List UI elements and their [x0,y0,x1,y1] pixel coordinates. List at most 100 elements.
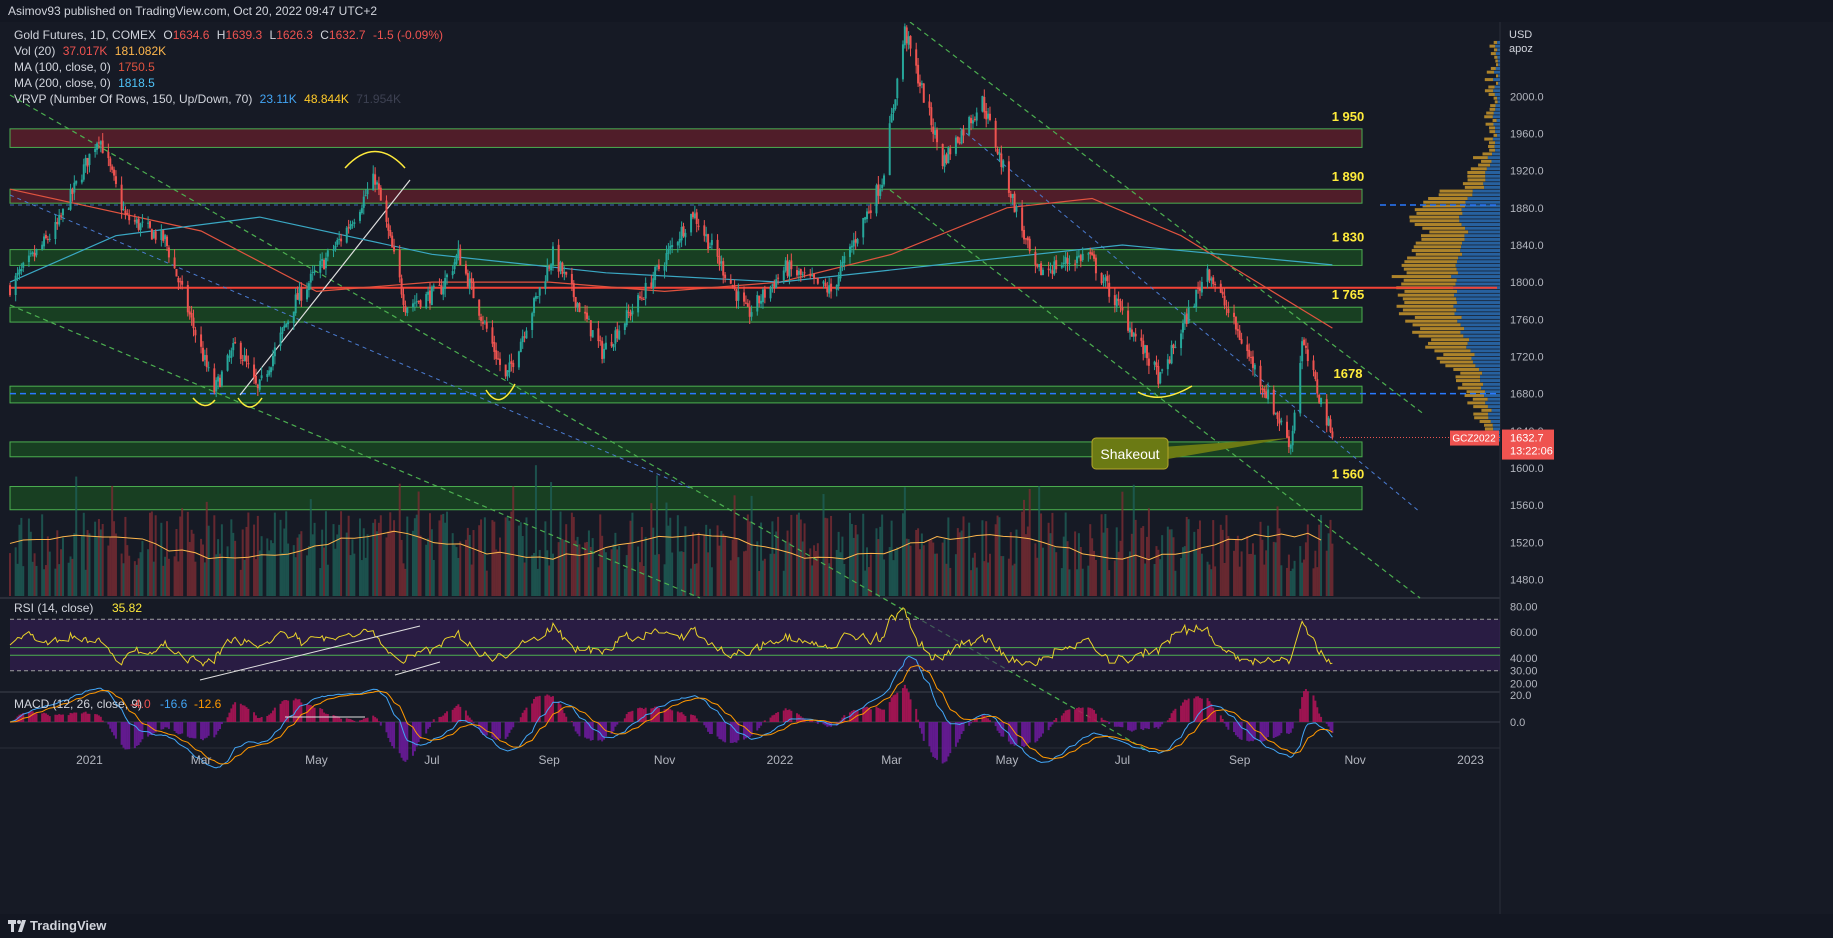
macd-hist-bar [708,722,711,734]
volume-bar [1015,529,1018,596]
volume-bar [1155,546,1158,596]
vp-bar-up [1488,141,1496,145]
macd-hist-bar [1234,722,1237,736]
symbol-tag: GCZ2022 [1452,434,1496,445]
volume-bar [1174,570,1177,596]
volume-bar [917,528,920,596]
volume-bar [576,536,579,596]
macd-hist-bar [114,722,117,739]
volume-bar [707,552,710,596]
volume-bar [998,517,1001,596]
volume-bar [1077,533,1080,596]
macd-hist-bar [411,722,414,756]
macd-hist-bar [61,714,64,722]
candle-body [442,287,445,295]
vp-bar-down [1464,327,1500,331]
candle-body [1227,308,1230,313]
macd-tick-0: 20.0 [1510,690,1531,702]
vp-bar-down [1456,260,1500,264]
candle-body [773,282,776,289]
volume-bar [881,514,884,596]
macd-hist-bar [122,722,125,748]
volume-bar [404,568,407,596]
volume-bar [1119,540,1122,596]
macd-hist-bar [1248,722,1251,742]
macd-hist-bar [402,722,405,761]
macd-hist-bar [139,722,142,743]
volume-bar [669,517,672,596]
macd-hist-bar [362,718,365,722]
vp-bar-down [1465,226,1500,230]
macd-hist-bar [133,722,136,749]
macd-hist-bar [586,722,589,739]
volume-bar [703,534,706,596]
vp-bar-up [1443,353,1475,357]
candle-body [498,358,501,365]
macd-hist-bar [1287,722,1290,734]
macd-hist-bar [869,709,872,722]
volume-bar [909,545,912,596]
macd-hist-bar [824,722,827,726]
volume-bar [1117,551,1120,596]
volume-bar [18,524,21,596]
volume-bar [455,547,458,596]
volume-bar [962,516,965,596]
candle-body [1140,337,1143,341]
candle-body [708,246,711,249]
macd-hist-bar [1040,722,1043,737]
candle-body [830,283,833,292]
volume-bar [1093,550,1096,596]
candle-body [150,229,153,240]
vp-bar-down [1467,197,1500,201]
macd-hist-bar [71,713,74,722]
uptrend-line [239,179,411,396]
candle-body [589,320,592,337]
price-tag-bg [1502,429,1554,460]
volume-bar [548,565,551,596]
macd-hist-bar [531,703,534,722]
candle-body [544,281,547,289]
candle-body [1234,316,1237,330]
shakeout-callout: Shakeout [1091,437,1290,470]
vp-bar-down [1463,334,1500,338]
candle-body [892,108,895,113]
volume-bar [258,550,261,596]
macd-hist-bar [587,722,590,739]
volume-bar [273,512,276,596]
volume-bar [519,522,522,596]
macd-hist-bar [160,722,163,730]
macd-hist-bar [864,707,867,722]
candle-body [896,78,899,99]
macd-hist-bar [1166,720,1169,722]
macd-hist-bar [1121,722,1124,728]
macd-hist-bar [166,722,169,728]
candle-body [578,303,581,313]
volume-bar [1250,553,1253,596]
candle-body [1312,360,1315,371]
candle-body [480,316,483,321]
volume-bar [958,532,961,596]
volume-bar [508,520,511,596]
macd-hist-bar [1041,722,1044,734]
vp-bar-down [1485,401,1500,405]
legend-volume-value: 37.017K [62,44,108,58]
macd-hist-bar [1161,722,1164,725]
macd-hist-bar [285,700,288,722]
candle-body [1130,329,1133,337]
price-tick-6: 1760.0 [1510,314,1544,326]
candle-body [936,129,939,143]
macd-hist-bar [1318,713,1321,722]
macd-hist-bar [758,722,761,729]
candle-body [1276,412,1279,419]
candle-body [43,236,46,247]
volume-bar [761,560,764,596]
candle-body [801,274,804,276]
volume-bar [135,564,138,596]
volume-bar [324,511,327,596]
volume-bar [139,552,142,596]
candle-body [1187,307,1190,324]
macd-hist-bar [419,722,422,739]
macd-hist-bar [1091,708,1094,722]
volume-bar [735,538,738,596]
